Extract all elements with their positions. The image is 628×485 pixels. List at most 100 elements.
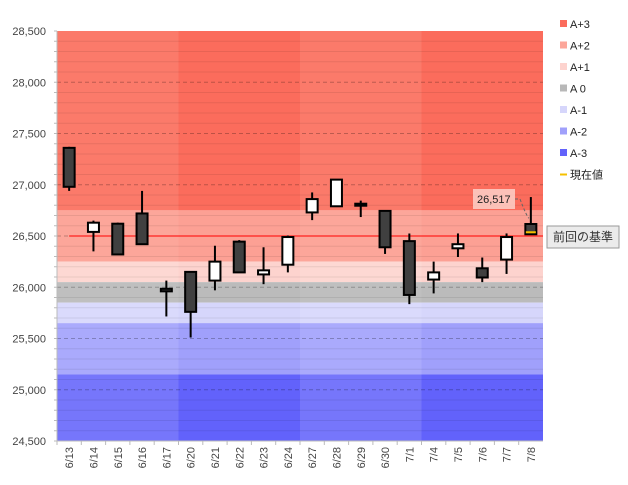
- x-tick-label: 7/6: [477, 447, 489, 462]
- band-Aplus1: [300, 261, 422, 283]
- legend-item: A-2: [560, 127, 587, 139]
- legend-item: A+1: [560, 62, 590, 74]
- y-tick-label: 25,500: [12, 334, 46, 346]
- x-tick-label: 7/4: [429, 447, 441, 462]
- x-tick-label: 6/16: [137, 447, 149, 468]
- y-tick-label: 25,000: [12, 385, 46, 397]
- candle-6/24: [281, 235, 295, 273]
- legend-label: 現在値: [570, 169, 603, 182]
- band-Aminus3: [178, 374, 300, 441]
- candle-body: [329, 178, 343, 208]
- band-A0: [178, 282, 300, 303]
- legend-label: A 0: [570, 84, 586, 96]
- candle-6/29: [354, 200, 368, 218]
- legend-swatch: [560, 149, 567, 156]
- band-Aminus3: [300, 374, 422, 441]
- y-tick-label: 27,000: [12, 180, 46, 192]
- candle-body: [281, 236, 295, 266]
- candle-7/6: [475, 257, 489, 283]
- y-tick-label: 26,000: [12, 282, 46, 294]
- band-Aminus1: [57, 302, 179, 324]
- current-value-callout: 26,517: [473, 189, 530, 219]
- x-tick-label: 6/15: [113, 447, 125, 468]
- x-tick-label: 6/23: [259, 447, 271, 468]
- legend-swatch: [560, 20, 567, 27]
- y-tick-label: 27,500: [12, 129, 46, 141]
- candle-6/15: [111, 222, 125, 256]
- band-A0: [421, 282, 543, 303]
- candles: [62, 146, 538, 338]
- candle-7/5: [451, 233, 465, 258]
- candle-body: [62, 146, 76, 188]
- band-Aplus1: [57, 261, 179, 283]
- candle-6/14: [86, 220, 100, 252]
- band-Aminus1: [300, 302, 422, 324]
- band-Aminus3: [421, 374, 543, 441]
- legend-item: A+3: [560, 19, 590, 31]
- candle-6/23: [257, 247, 271, 285]
- candle-body: [475, 267, 489, 279]
- y-tick-label: 28,000: [12, 77, 46, 89]
- x-tick-label: 6/28: [331, 447, 343, 468]
- reference-label-box: [546, 225, 620, 249]
- candle-body: [305, 198, 319, 214]
- candle-body: [402, 240, 416, 296]
- candle-6/17: [159, 280, 173, 317]
- x-tick-label: 6/17: [161, 447, 173, 468]
- candle-6/27: [305, 192, 319, 221]
- candle-6/21: [208, 245, 222, 291]
- band-Aminus1: [178, 302, 300, 324]
- legend: A+3 A+2 A+1 A 0 A-1 A-2 A-3 現在値: [560, 19, 603, 182]
- x-tick-label: 6/29: [356, 447, 368, 468]
- x-tick-label: 6/14: [88, 447, 100, 468]
- legend-item: A-3: [560, 148, 587, 160]
- x-tick-label: 7/8: [526, 447, 538, 462]
- x-tick-label: 6/20: [186, 447, 198, 468]
- current-value-label: 26,517: [477, 194, 511, 206]
- candle-body: [232, 240, 246, 274]
- candle-body: [378, 209, 392, 249]
- band-A0: [57, 282, 179, 303]
- legend-label: A-2: [570, 127, 587, 139]
- band-Aminus1: [421, 302, 543, 324]
- grid-layer: [57, 40, 543, 432]
- band-Aplus3: [57, 31, 179, 211]
- band-Aminus2: [57, 323, 179, 375]
- candle-body: [524, 223, 538, 236]
- legend-label: A-3: [570, 148, 587, 160]
- band-Aplus3: [300, 31, 422, 211]
- band-Aplus3: [421, 31, 543, 211]
- y-tick-label: 24,500: [12, 436, 46, 448]
- band-Aminus2: [178, 323, 300, 375]
- candle-body: [451, 243, 465, 250]
- legend-item: 現在値: [560, 169, 603, 182]
- candle-body: [184, 270, 198, 313]
- x-tick-label: 7/1: [404, 447, 416, 462]
- candle-body: [257, 269, 271, 276]
- candle-body: [135, 212, 149, 246]
- band-A0: [300, 282, 422, 303]
- x-tick-label: 6/13: [64, 447, 76, 468]
- band-Aminus2: [421, 323, 543, 375]
- candle-body: [159, 287, 173, 293]
- current-value-leader: [515, 198, 530, 219]
- candle-body: [111, 222, 125, 256]
- legend-label: A-1: [570, 105, 587, 117]
- legend-swatch: [560, 127, 567, 135]
- candle-6/20: [184, 270, 198, 338]
- legend-item: A-1: [560, 105, 587, 117]
- x-tick-label: 7/5: [453, 447, 465, 462]
- legend-label: A+3: [570, 19, 590, 31]
- candle-body: [354, 202, 368, 207]
- legend-item: A 0: [560, 84, 586, 96]
- legend-swatch: [560, 41, 567, 49]
- x-axis: 6/13 6/14 6/15 6/16 6/17 6/20 6/21 6/22 6/23 6/24…: [56, 440, 543, 468]
- legend-label: A+2: [570, 41, 590, 53]
- band-Aplus3: [178, 31, 300, 211]
- candle-body: [208, 260, 222, 282]
- candle-7/1: [402, 233, 416, 305]
- candle-6/28: [329, 178, 343, 208]
- band-Aminus2: [300, 323, 422, 375]
- legend-label: A+1: [570, 62, 590, 74]
- candle-body: [427, 271, 441, 281]
